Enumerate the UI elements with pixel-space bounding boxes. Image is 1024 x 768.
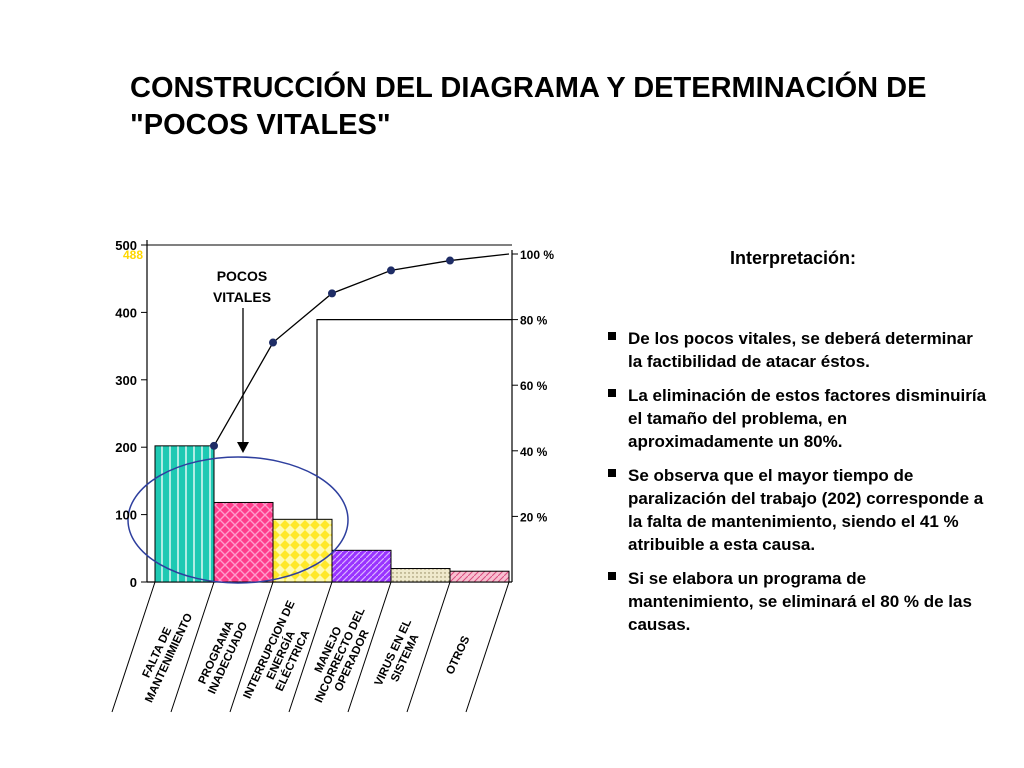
interpretation-bullet: La eliminación de estos factores disminu… bbox=[607, 384, 987, 453]
cumulative-line bbox=[213, 253, 510, 447]
y-tick-label: 100 bbox=[115, 508, 137, 523]
annotation-label: POCOS bbox=[217, 268, 268, 284]
bar bbox=[213, 501, 274, 583]
bullet-square-icon bbox=[608, 389, 616, 397]
vital-few-bracket bbox=[316, 319, 512, 582]
total-label: 488 bbox=[123, 248, 143, 262]
bullet-square-icon bbox=[608, 469, 616, 477]
y-tick-label: 400 bbox=[115, 305, 137, 320]
category-label: FALTA DEMANTENIMIENTO bbox=[132, 606, 196, 704]
bar bbox=[449, 570, 510, 583]
y2-tick-label: 100 % bbox=[520, 248, 554, 262]
cumulative-point bbox=[269, 338, 277, 347]
bullet-text: De los pocos vitales, se deberá determin… bbox=[628, 329, 973, 371]
y2-tick-label: 20 % bbox=[520, 510, 548, 524]
interpretation-list: De los pocos vitales, se deberá determin… bbox=[607, 327, 987, 647]
cumulative-point bbox=[210, 441, 218, 450]
category-divider bbox=[170, 581, 215, 713]
category-label: PROGRAMAINADECUADO bbox=[195, 615, 251, 696]
interpretation-bullet: Se observa que el mayor tiempo de parali… bbox=[607, 464, 987, 556]
category-divider bbox=[347, 581, 392, 713]
category-label: INTERRUPCION DEENERGÍAELÉCTRICA bbox=[242, 599, 322, 712]
category-label: VIRUS EN ELSISTEMA bbox=[373, 617, 426, 693]
y2-tick-label: 40 % bbox=[520, 445, 548, 459]
interpretation-heading: Interpretación: bbox=[730, 248, 857, 268]
y-tick-label: 300 bbox=[115, 373, 137, 388]
category-divider bbox=[288, 581, 333, 713]
bar bbox=[390, 568, 451, 583]
cumulative-point bbox=[446, 256, 454, 265]
cumulative-point bbox=[328, 289, 336, 298]
bullet-text: Si se elabora un programa de mantenimien… bbox=[628, 569, 972, 634]
bullet-text: Se observa que el mayor tiempo de parali… bbox=[628, 466, 984, 554]
page-title: CONSTRUCCIÓN DEL DIAGRAMA Y DETERMINACIÓ… bbox=[130, 72, 927, 141]
category-label: OTROS bbox=[444, 634, 472, 676]
y-tick-label: 200 bbox=[115, 440, 137, 455]
bar bbox=[331, 549, 392, 583]
category-divider bbox=[229, 581, 274, 713]
category-label-line: OTROS bbox=[444, 634, 472, 676]
annotation-arrowhead-icon bbox=[237, 442, 249, 453]
bar bbox=[272, 518, 333, 583]
y-tick-label: 500 bbox=[115, 238, 137, 253]
category-divider bbox=[465, 581, 510, 713]
category-divider bbox=[406, 581, 451, 713]
interpretation-bullet: De los pocos vitales, se deberá determin… bbox=[607, 327, 987, 373]
annotation-label: VITALES bbox=[213, 289, 271, 305]
bar bbox=[154, 445, 215, 583]
interpretation-bullet: Si se elabora un programa de mantenimien… bbox=[607, 567, 987, 636]
y2-tick-label: 60 % bbox=[520, 379, 548, 393]
bullet-square-icon bbox=[608, 572, 616, 580]
category-label: MANEJOINCORRECTO DELOPERADOR bbox=[301, 601, 379, 711]
vital-few-ellipse bbox=[127, 456, 349, 584]
y-tick-label: 0 bbox=[130, 575, 137, 590]
cumulative-point bbox=[387, 266, 395, 275]
y2-tick-label: 80 % bbox=[520, 314, 548, 328]
bullet-text: La eliminación de estos factores disminu… bbox=[628, 386, 987, 451]
bullet-square-icon bbox=[608, 332, 616, 340]
category-divider bbox=[111, 581, 156, 713]
